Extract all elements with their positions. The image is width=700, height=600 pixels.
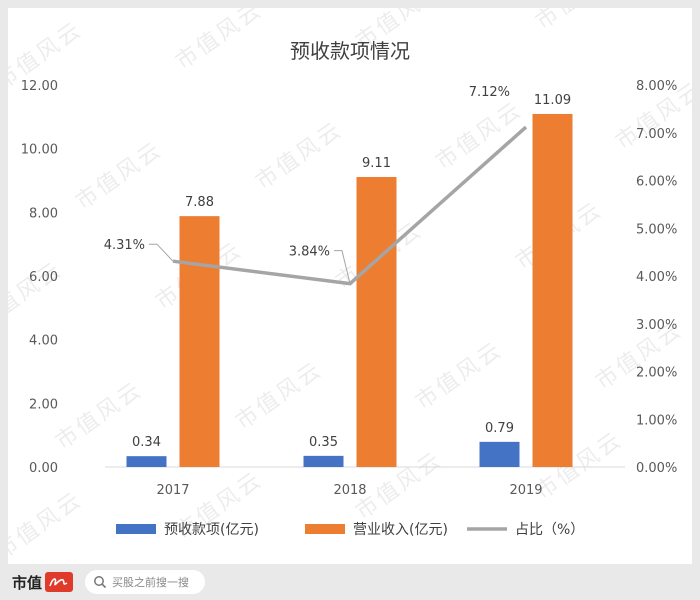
line-label-leader [149, 243, 174, 262]
legend-swatch [116, 524, 156, 534]
x-tick-label: 2019 [509, 483, 542, 498]
left-tick-label: 10.00 [21, 143, 58, 158]
bar [356, 176, 397, 467]
right-tick-label: 4.00% [636, 270, 677, 285]
left-tick-label: 8.00 [29, 206, 58, 221]
line-path [172, 125, 528, 286]
bar-data-label: 0.34 [132, 435, 161, 450]
bar [126, 456, 167, 467]
right-tick-label: 3.00% [636, 318, 677, 333]
search-icon [94, 576, 107, 589]
right-tick-label: 8.00% [636, 79, 677, 94]
legend-swatch [305, 524, 345, 534]
line-data-label: 7.12% [469, 85, 510, 100]
chart: 预收款项情况 0.00 2.00 4.00 6.00 8.00 10.00 12.00 0.… [21, 39, 678, 538]
left-tick-label: 12.00 [21, 79, 58, 94]
right-tick-label: 6.00% [636, 175, 677, 190]
x-axis-ticks: 2017 2018 2019 [156, 483, 542, 498]
legend-label: 营业收入(亿元) [353, 522, 448, 538]
x-tick-label: 2017 [156, 483, 189, 498]
bar-data-label: 11.09 [534, 93, 571, 108]
right-tick-label: 1.00% [636, 413, 677, 428]
search-placeholder: 买股之前搜一搜 [112, 576, 190, 589]
left-axis-ticks: 0.00 2.00 4.00 6.00 8.00 10.00 12.00 [21, 79, 58, 476]
right-tick-label: 2.00% [636, 366, 677, 381]
line-series: 4.31% 3.84% 7.12% [104, 85, 528, 286]
legend: 预收款项(亿元) 营业收入(亿元) 占比（%） [116, 522, 584, 538]
bar [479, 441, 520, 467]
line-data-label: 3.84% [289, 245, 330, 260]
right-tick-label: 0.00% [636, 461, 677, 476]
left-tick-label: 6.00 [29, 270, 58, 285]
bar [303, 455, 344, 467]
bar-data-label: 0.79 [485, 421, 514, 436]
chart-title: 预收款项情况 [290, 39, 410, 63]
line-data-label: 4.31% [104, 238, 145, 253]
bar-data-label: 7.88 [185, 195, 214, 210]
right-tick-label: 7.00% [636, 127, 677, 142]
brand: 市值 [12, 572, 74, 593]
bar [179, 216, 220, 467]
footer-bar: 市值 买股之前搜一搜 [0, 564, 700, 600]
legend-label: 占比（%） [515, 522, 584, 538]
brand-logo-icon [45, 572, 74, 592]
bar [532, 113, 573, 468]
bar-data-label: 0.35 [309, 435, 338, 450]
left-tick-label: 2.00 [29, 397, 58, 412]
left-tick-label: 0.00 [29, 461, 58, 476]
right-axis-ticks: 0.00% 1.00% 2.00% 3.00% 4.00% 5.00% 6.00% 7.00%… [636, 79, 677, 476]
legend-label: 预收款项(亿元) [164, 522, 259, 538]
bar-series: 0.34 0.35 0.79 7.88 9.11 11.09 [126, 93, 573, 468]
x-tick-label: 2018 [333, 483, 366, 498]
bar-data-label: 9.11 [362, 156, 391, 171]
right-tick-label: 5.00% [636, 222, 677, 237]
chart-card: 市值风云 市值风云 市值风云 市值风云 市值风云 市值风云 市值风云 市值风云 市值风云 市值风云… [8, 8, 692, 564]
search-box[interactable]: 买股之前搜一搜 [85, 570, 206, 594]
left-tick-label: 4.00 [29, 334, 58, 349]
brand-name: 市值 [12, 573, 43, 592]
line-label-leader [334, 250, 351, 284]
